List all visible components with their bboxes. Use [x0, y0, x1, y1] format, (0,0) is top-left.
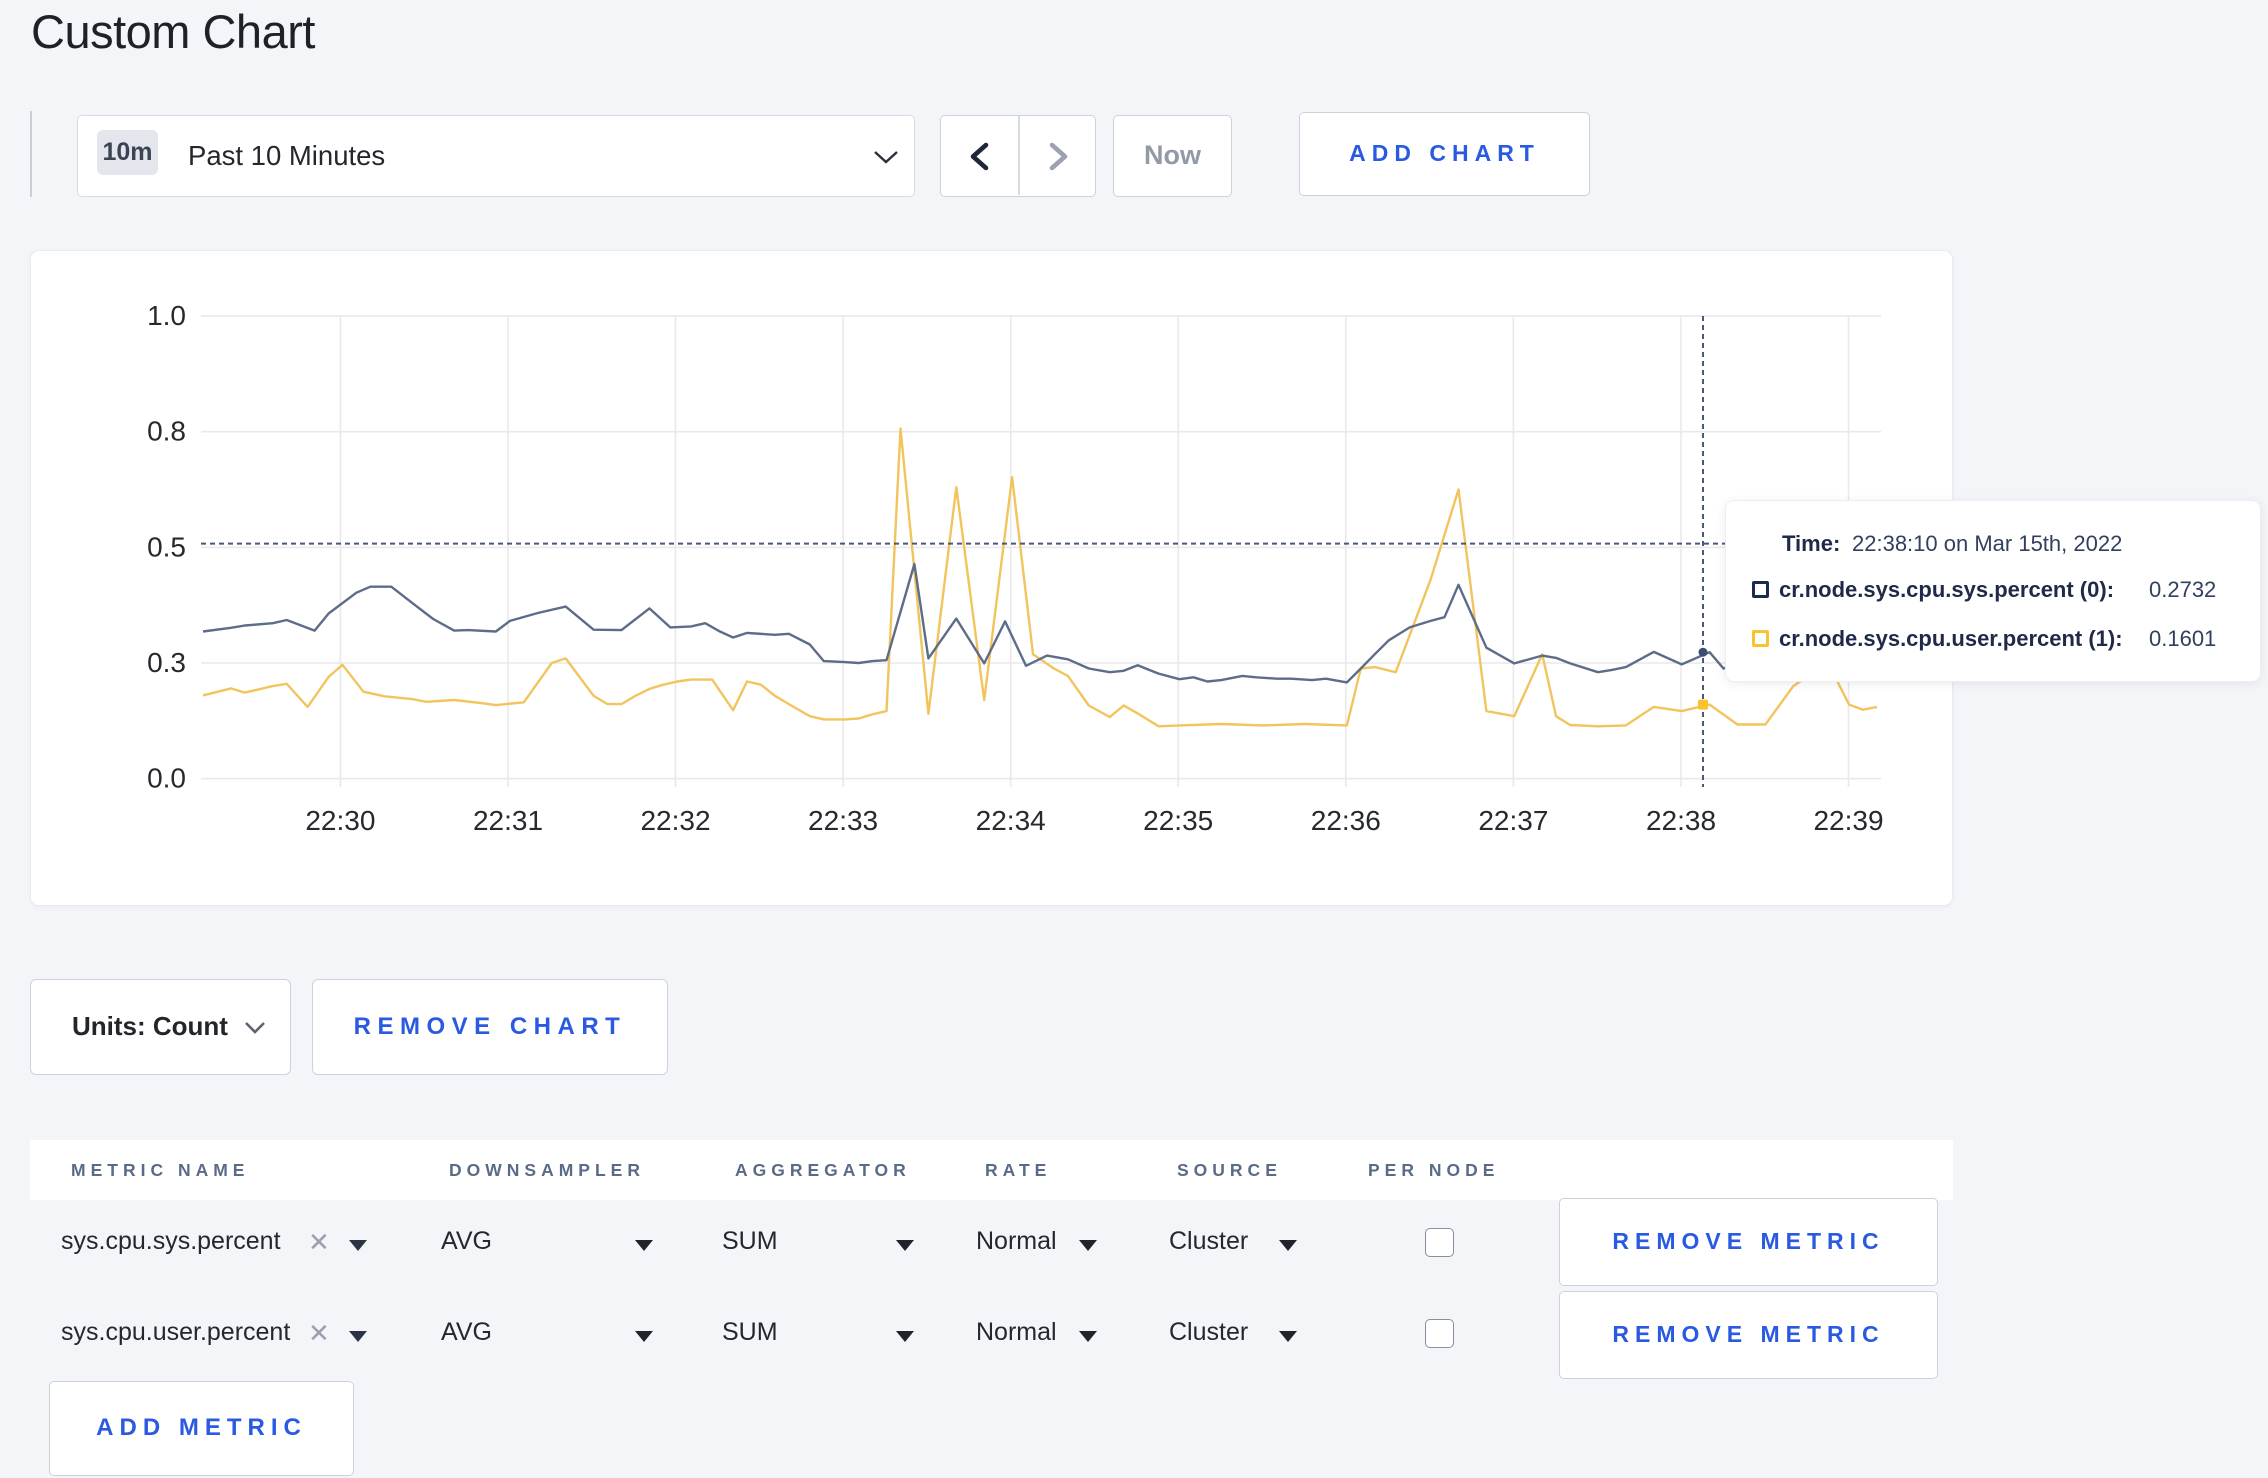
svg-text:0.8: 0.8 — [147, 416, 186, 447]
svg-text:22:39: 22:39 — [1813, 805, 1883, 836]
svg-text:22:33: 22:33 — [808, 805, 878, 836]
svg-text:22:31: 22:31 — [473, 805, 543, 836]
svg-text:1.0: 1.0 — [147, 300, 186, 331]
svg-text:22:34: 22:34 — [976, 805, 1046, 836]
svg-text:0.5: 0.5 — [147, 531, 186, 562]
svg-text:22:37: 22:37 — [1478, 805, 1548, 836]
svg-text:22:32: 22:32 — [640, 805, 710, 836]
svg-text:0.0: 0.0 — [147, 763, 186, 794]
svg-text:0.3: 0.3 — [147, 647, 186, 678]
svg-text:22:38: 22:38 — [1646, 805, 1716, 836]
svg-text:22:35: 22:35 — [1143, 805, 1213, 836]
svg-text:22:36: 22:36 — [1311, 805, 1381, 836]
svg-text:22:30: 22:30 — [305, 805, 375, 836]
